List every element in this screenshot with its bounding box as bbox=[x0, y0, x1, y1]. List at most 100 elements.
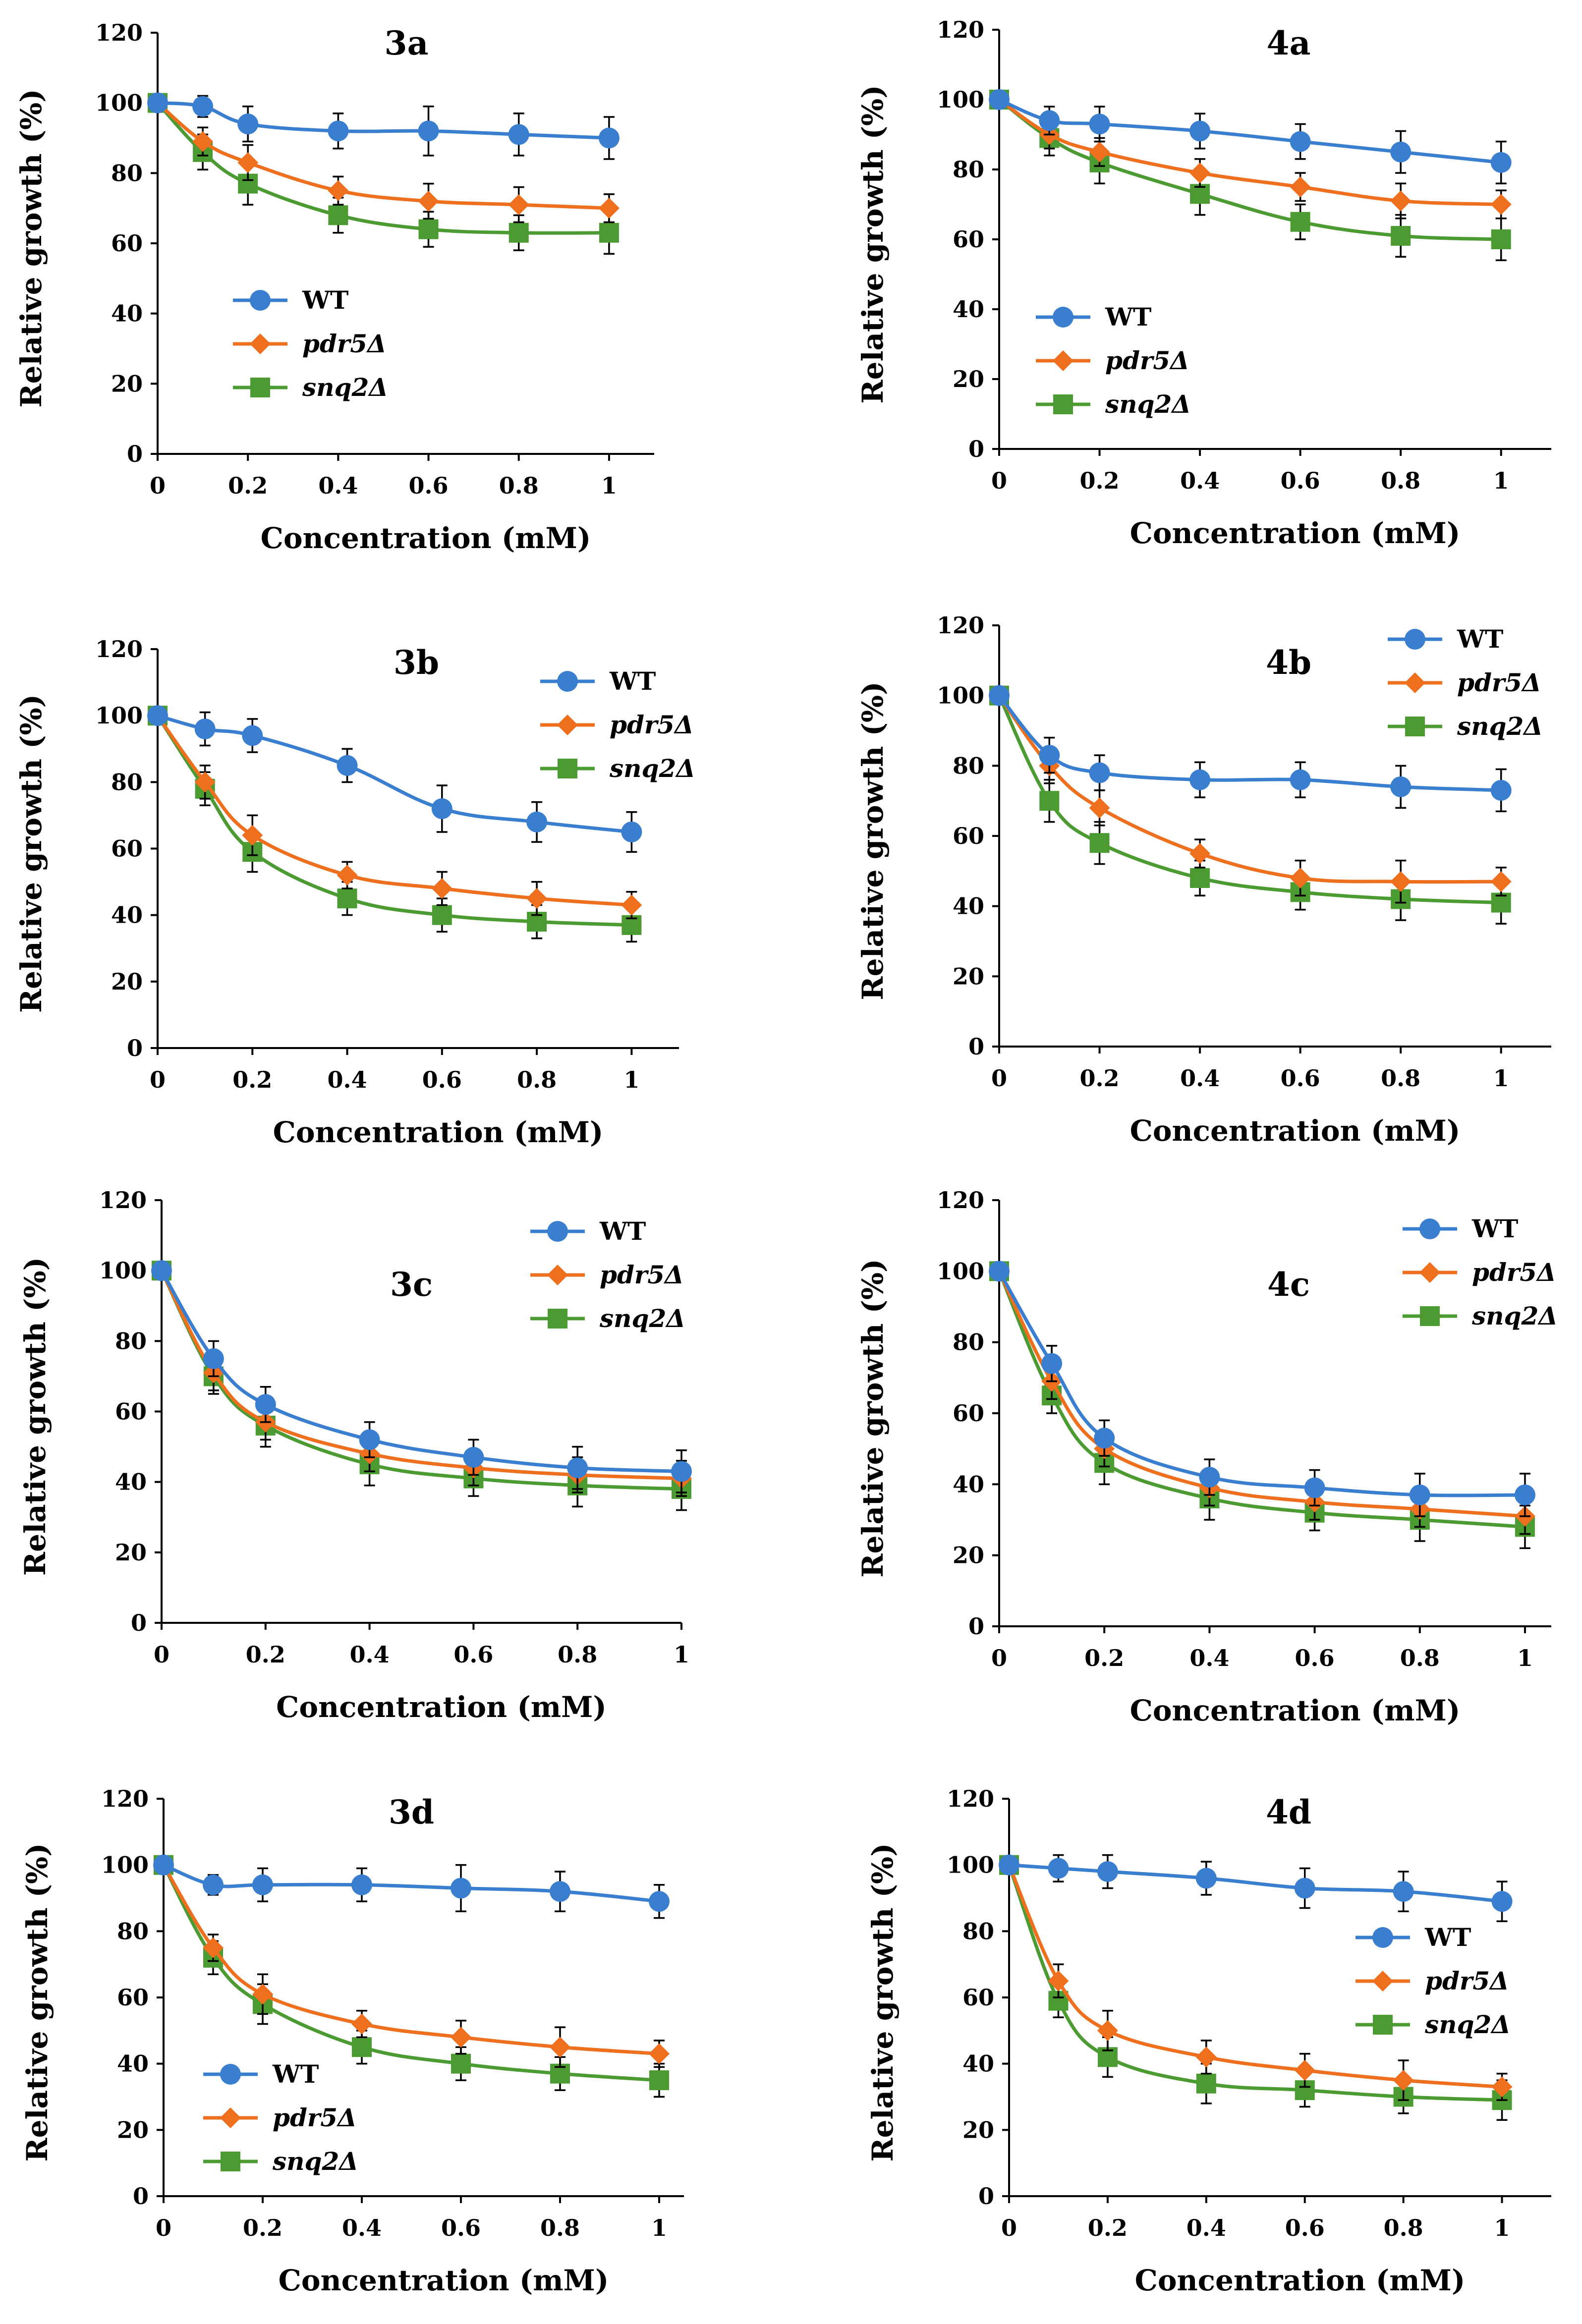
legend-marker bbox=[1419, 1218, 1440, 1239]
x-tick-label: 0.4 bbox=[1189, 1645, 1229, 1671]
y-tick-label: 0 bbox=[968, 1613, 984, 1640]
series-wt bbox=[147, 92, 620, 160]
data-point bbox=[1290, 769, 1311, 790]
data-point bbox=[451, 2027, 471, 2048]
panel-title: 3c bbox=[390, 1265, 433, 1304]
data-point bbox=[252, 1984, 273, 2005]
data-point bbox=[1490, 779, 1512, 801]
series-line bbox=[157, 101, 610, 140]
data-point bbox=[432, 905, 452, 925]
data-point bbox=[451, 2053, 471, 2074]
chart-panel-4b: 0 20 40 60 80 100 120 0 0.2 0.4 0.6 0.8 1 Concentrati… bbox=[856, 612, 1551, 1148]
data-point bbox=[203, 1937, 224, 1958]
y-axis-title: Relative growth (%) bbox=[20, 1843, 54, 2161]
data-point bbox=[194, 719, 216, 739]
series-line bbox=[997, 1270, 1526, 1529]
panel-title: 3b bbox=[394, 643, 439, 682]
legend-label: WT bbox=[599, 1217, 646, 1246]
y-tick-label: 20 bbox=[953, 963, 984, 990]
y-axis-title: Relative growth (%) bbox=[856, 85, 890, 403]
y-tick-label: 80 bbox=[117, 1918, 149, 1944]
x-tick-label: 0.8 bbox=[540, 2214, 580, 2241]
legend-label: snq2Δ bbox=[1105, 389, 1191, 419]
series-wt bbox=[989, 1261, 1535, 1517]
panel-title: 3a bbox=[385, 24, 429, 62]
y-tick-label: 100 bbox=[947, 1852, 994, 1879]
x-tick-label: 0.4 bbox=[1180, 1065, 1220, 1092]
x-tick-label: 0.2 bbox=[1080, 1065, 1120, 1092]
legend-marker bbox=[547, 1221, 568, 1242]
x-tick-label: 0.2 bbox=[228, 472, 268, 499]
series-line bbox=[156, 102, 610, 210]
x-tick-label: 1 bbox=[651, 2214, 667, 2241]
data-point bbox=[550, 1881, 570, 1902]
x-tick-label: 0.4 bbox=[318, 472, 358, 499]
data-point bbox=[1491, 2076, 1513, 2098]
data-point bbox=[1304, 1477, 1325, 1498]
legend-marker bbox=[1053, 394, 1073, 414]
x-axis-title: Concentration (mM) bbox=[1130, 516, 1461, 550]
data-point bbox=[351, 2013, 372, 2035]
x-tick-label: 0.4 bbox=[350, 1641, 390, 1668]
x-tick-label: 0.4 bbox=[1180, 467, 1220, 494]
series-wt bbox=[989, 685, 1512, 813]
data-point bbox=[1393, 1881, 1414, 1902]
x-tick-label: 0.8 bbox=[558, 1641, 597, 1668]
x-tick-label: 0.4 bbox=[1186, 2214, 1226, 2241]
x-tick-label: 1 bbox=[1493, 1065, 1509, 1092]
panel-title: 4d bbox=[1266, 1793, 1311, 1831]
data-point bbox=[1048, 1858, 1069, 1879]
legend-marker bbox=[1053, 307, 1074, 328]
data-point bbox=[1195, 1868, 1217, 1889]
data-point bbox=[463, 1446, 484, 1468]
legend-marker bbox=[557, 671, 578, 692]
y-tick-label: 100 bbox=[95, 90, 143, 116]
legend-label: pdr5Δ bbox=[1457, 668, 1541, 697]
data-point bbox=[328, 205, 348, 225]
x-axis-title: Concentration (mM) bbox=[261, 521, 591, 555]
y-tick-label: 40 bbox=[117, 2050, 149, 2077]
data-point bbox=[598, 127, 620, 149]
series-line bbox=[998, 98, 1501, 241]
x-tick-label: 0.6 bbox=[453, 1641, 493, 1668]
y-tick-label: 20 bbox=[117, 2116, 149, 2143]
data-point bbox=[1294, 1878, 1315, 1899]
series-line bbox=[998, 694, 1501, 792]
data-point bbox=[328, 180, 349, 201]
y-tick-label: 20 bbox=[953, 1542, 984, 1569]
y-tick-label: 120 bbox=[95, 636, 143, 663]
series-pdr5 bbox=[989, 685, 1512, 904]
y-tick-label: 100 bbox=[937, 1258, 984, 1284]
y-tick-label: 40 bbox=[115, 1469, 147, 1495]
data-point bbox=[989, 1261, 1010, 1282]
data-point bbox=[508, 124, 529, 145]
y-tick-label: 0 bbox=[133, 2183, 149, 2210]
legend-label: WT bbox=[302, 285, 348, 315]
y-axis-title: Relative growth (%) bbox=[18, 1257, 52, 1576]
legend-label: pdr5Δ bbox=[600, 1260, 684, 1289]
legend-label: pdr5Δ bbox=[273, 2103, 357, 2132]
y-axis-title: Relative growth (%) bbox=[856, 1259, 890, 1577]
data-point bbox=[598, 198, 620, 219]
legend-label: snq2Δ bbox=[599, 1304, 685, 1333]
data-point bbox=[621, 821, 642, 842]
legend-label: snq2Δ bbox=[1457, 712, 1543, 741]
panel-title: 4a bbox=[1267, 24, 1311, 62]
data-point bbox=[1089, 141, 1110, 163]
legend-marker bbox=[548, 1309, 567, 1328]
y-tick-label: 80 bbox=[953, 752, 984, 779]
data-point bbox=[192, 131, 214, 152]
series-line bbox=[997, 1270, 1526, 1518]
chart-panel-4d: 0 20 40 60 80 100 120 0 0.2 0.4 0.6 0.8 1 Concentrati… bbox=[866, 1785, 1551, 2297]
x-tick-label: 0 bbox=[1001, 2214, 1017, 2241]
y-tick-label: 20 bbox=[953, 366, 984, 392]
x-tick-label: 1 bbox=[623, 1066, 639, 1093]
y-tick-label: 80 bbox=[111, 769, 143, 795]
series-line bbox=[163, 1863, 660, 1903]
panel-title: 3d bbox=[389, 1793, 434, 1831]
data-point bbox=[147, 705, 168, 726]
x-axis-title: Concentration (mM) bbox=[276, 1690, 607, 1724]
x-tick-label: 0.6 bbox=[422, 1066, 462, 1093]
series-wt bbox=[153, 1854, 670, 1919]
x-tick-label: 0.8 bbox=[499, 472, 539, 499]
